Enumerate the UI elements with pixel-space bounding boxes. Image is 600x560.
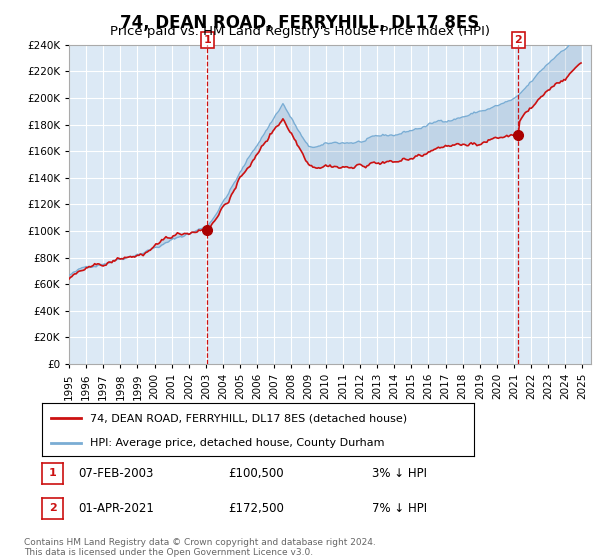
Text: 07-FEB-2003: 07-FEB-2003 xyxy=(78,466,154,480)
Text: 7% ↓ HPI: 7% ↓ HPI xyxy=(372,502,427,515)
Text: 2: 2 xyxy=(49,503,56,514)
Text: 01-APR-2021: 01-APR-2021 xyxy=(78,502,154,515)
Text: 2: 2 xyxy=(514,35,522,45)
Text: Contains HM Land Registry data © Crown copyright and database right 2024.
This d: Contains HM Land Registry data © Crown c… xyxy=(24,538,376,557)
Text: 74, DEAN ROAD, FERRYHILL, DL17 8ES (detached house): 74, DEAN ROAD, FERRYHILL, DL17 8ES (deta… xyxy=(89,413,407,423)
Text: HPI: Average price, detached house, County Durham: HPI: Average price, detached house, Coun… xyxy=(89,438,384,448)
Text: 1: 1 xyxy=(203,35,211,45)
Text: £172,500: £172,500 xyxy=(228,502,284,515)
Text: 1: 1 xyxy=(49,468,56,478)
Text: Price paid vs. HM Land Registry's House Price Index (HPI): Price paid vs. HM Land Registry's House … xyxy=(110,25,490,38)
Text: £100,500: £100,500 xyxy=(228,466,284,480)
Text: 3% ↓ HPI: 3% ↓ HPI xyxy=(372,466,427,480)
Text: 74, DEAN ROAD, FERRYHILL, DL17 8ES: 74, DEAN ROAD, FERRYHILL, DL17 8ES xyxy=(121,14,479,32)
